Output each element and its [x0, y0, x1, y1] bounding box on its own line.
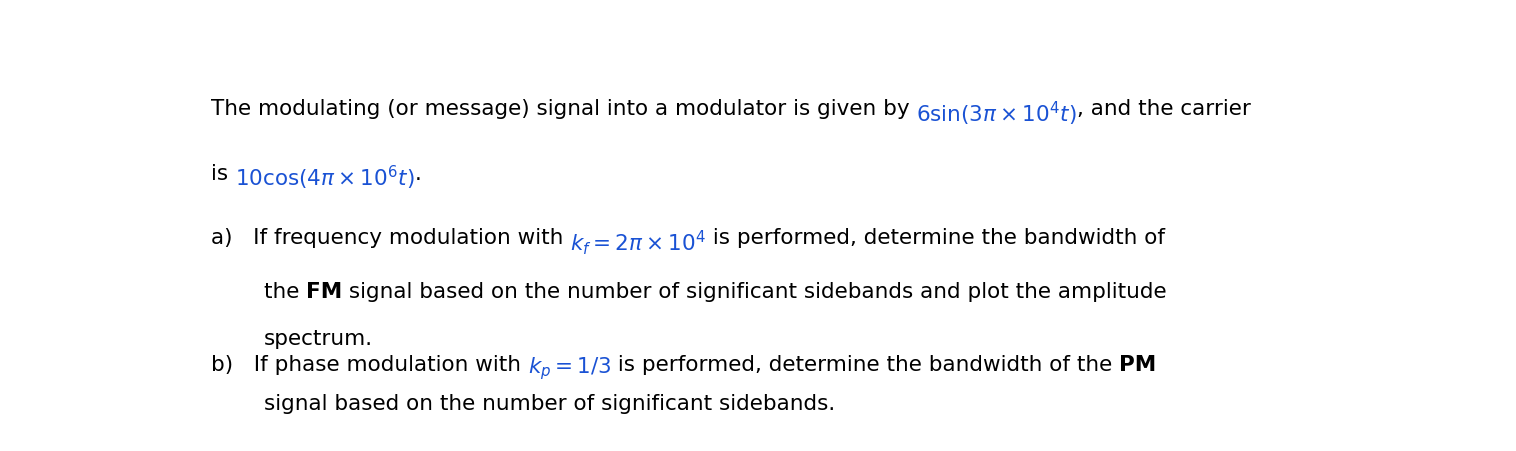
Text: , and the carrier: , and the carrier: [1076, 99, 1251, 119]
Text: is performed, determine the bandwidth of: is performed, determine the bandwidth of: [706, 228, 1164, 248]
Text: The modulating (or message) signal into a modulator is given by: The modulating (or message) signal into …: [211, 99, 916, 119]
Text: FM: FM: [306, 281, 343, 302]
Text: signal based on the number of significant sidebands.: signal based on the number of significan…: [264, 393, 835, 413]
Text: $6\sin(3\pi \times 10^4t)$: $6\sin(3\pi \times 10^4t)$: [916, 99, 1076, 127]
Text: is: is: [211, 164, 235, 184]
Text: $k_p = 1/3$: $k_p = 1/3$: [528, 354, 611, 381]
Text: is performed, determine the bandwidth of the: is performed, determine the bandwidth of…: [611, 354, 1119, 374]
Text: the: the: [264, 281, 306, 302]
Text: .: .: [414, 164, 421, 184]
Text: PM: PM: [1119, 354, 1157, 374]
Text: spectrum.: spectrum.: [264, 328, 373, 349]
Text: signal based on the number of significant sidebands and plot the amplitude: signal based on the number of significan…: [343, 281, 1167, 302]
Text: $k_f = 2\pi \times 10^4$: $k_f = 2\pi \times 10^4$: [570, 228, 706, 257]
Text: $10\cos(4\pi \times 10^6t)$: $10\cos(4\pi \times 10^6t)$: [235, 164, 414, 192]
Text: a)   If frequency modulation with: a) If frequency modulation with: [211, 228, 570, 248]
Text: b)   If phase modulation with: b) If phase modulation with: [211, 354, 528, 374]
